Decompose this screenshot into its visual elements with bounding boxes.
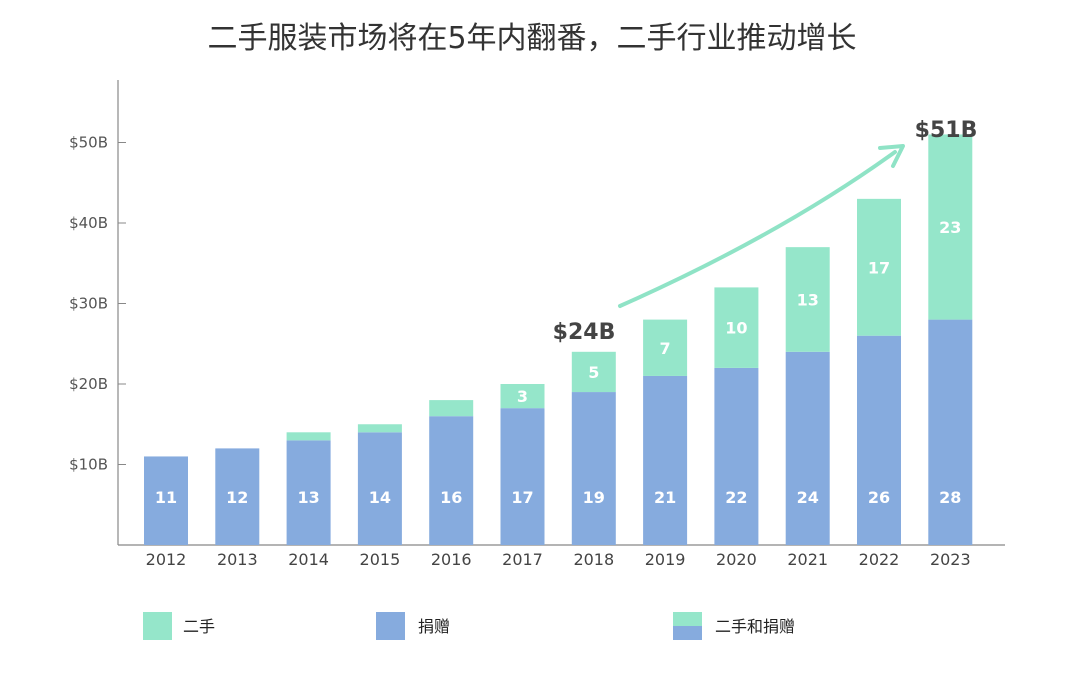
bar-donation	[571, 392, 616, 545]
x-tick-label: 2012	[146, 550, 187, 569]
bar-label-donation: 21	[654, 488, 676, 507]
bar-label-donation: 22	[725, 488, 747, 507]
bar-label-secondhand: 23	[939, 218, 961, 237]
bars-group: 11 12 13 14 16 17 3 19 5 21 7 22 10 24 13 26 17 28 23	[144, 134, 973, 545]
bar-label-donation: 28	[939, 488, 961, 507]
legend-label-secondhand: 二手	[183, 617, 215, 636]
x-tick-label: 2017	[502, 550, 543, 569]
x-tick-label: 2013	[217, 550, 258, 569]
bar-label-donation: 11	[155, 488, 177, 507]
bar-label-donation: 17	[511, 488, 533, 507]
x-tick-label: 2022	[859, 550, 900, 569]
bar-label-donation: 24	[797, 488, 819, 507]
legend-swatch-secondhand	[143, 612, 172, 640]
bar-label-secondhand: 7	[660, 339, 671, 358]
bar-label-donation: 14	[369, 488, 391, 507]
annotation-end: $51B	[915, 118, 978, 143]
bar-donation	[500, 408, 545, 545]
bar-donation	[643, 375, 688, 545]
bar-secondhand	[643, 319, 688, 376]
bar-secondhand	[357, 424, 402, 433]
bar-label-donation: 26	[868, 488, 890, 507]
bar-label-secondhand: 3	[517, 387, 528, 406]
legend-label-donation: 捐赠	[418, 617, 450, 636]
bar-label-donation: 16	[440, 488, 462, 507]
x-tick-label: 2019	[645, 550, 686, 569]
y-tick-label: $50B	[69, 134, 108, 152]
bar-label-donation: 12	[226, 488, 248, 507]
bar-donation	[286, 440, 331, 545]
x-tick-label: 2015	[360, 550, 401, 569]
chart-title: 二手服装市场将在5年内翻番，二手行业推动增长	[207, 21, 856, 56]
bar-label-secondhand: 5	[588, 363, 599, 382]
x-ticks-group: 2012 2013 2014 2015 2016 2017 2018 2019 2020 2021…	[146, 550, 971, 569]
bar-donation	[215, 448, 260, 545]
bar-secondhand	[857, 198, 901, 336]
bar-label-secondhand: 17	[868, 258, 890, 277]
bar-label-secondhand: 13	[797, 290, 819, 309]
x-tick-label: 2020	[716, 550, 757, 569]
bar-secondhand	[714, 287, 759, 368]
bar-secondhand	[429, 400, 474, 417]
x-tick-label: 2023	[930, 550, 971, 569]
x-tick-label: 2018	[573, 550, 614, 569]
bar-donation	[928, 319, 973, 545]
bar-secondhand	[928, 134, 973, 320]
legend: 二手 捐赠 二手和捐赠	[143, 612, 795, 640]
growth-arrow-head	[878, 144, 905, 168]
annotation-start: $24B	[553, 320, 616, 345]
bar-secondhand	[500, 384, 545, 409]
bar-donation	[714, 367, 759, 545]
bar-secondhand	[571, 351, 616, 393]
legend-swatch-donation	[376, 612, 405, 640]
y-tick-label: $30B	[69, 295, 108, 313]
bar-secondhand	[286, 432, 331, 441]
growth-arrow-curve	[618, 150, 897, 308]
bar-label-donation: 13	[297, 488, 319, 507]
bar-donation	[785, 351, 830, 545]
x-tick-label: 2014	[288, 550, 329, 569]
x-tick-label: 2016	[431, 550, 472, 569]
y-tick-label: $20B	[69, 375, 108, 393]
legend-swatch-both-bottom	[673, 626, 702, 640]
y-ticks-group: $10B $20B $30B $40B $50B	[69, 134, 126, 474]
bar-label-donation: 19	[583, 488, 605, 507]
bar-donation	[429, 416, 474, 545]
bar-donation	[357, 432, 402, 545]
bar-donation	[144, 456, 188, 545]
y-tick-label: $40B	[69, 214, 108, 232]
growth-arrow	[618, 144, 905, 308]
legend-label-both: 二手和捐赠	[715, 617, 795, 636]
bar-label-secondhand: 10	[725, 319, 747, 338]
y-tick-label: $10B	[69, 456, 108, 474]
legend-swatch-both-top	[673, 612, 702, 626]
bar-secondhand	[785, 247, 830, 352]
bar-donation	[857, 335, 901, 545]
x-tick-label: 2021	[787, 550, 828, 569]
